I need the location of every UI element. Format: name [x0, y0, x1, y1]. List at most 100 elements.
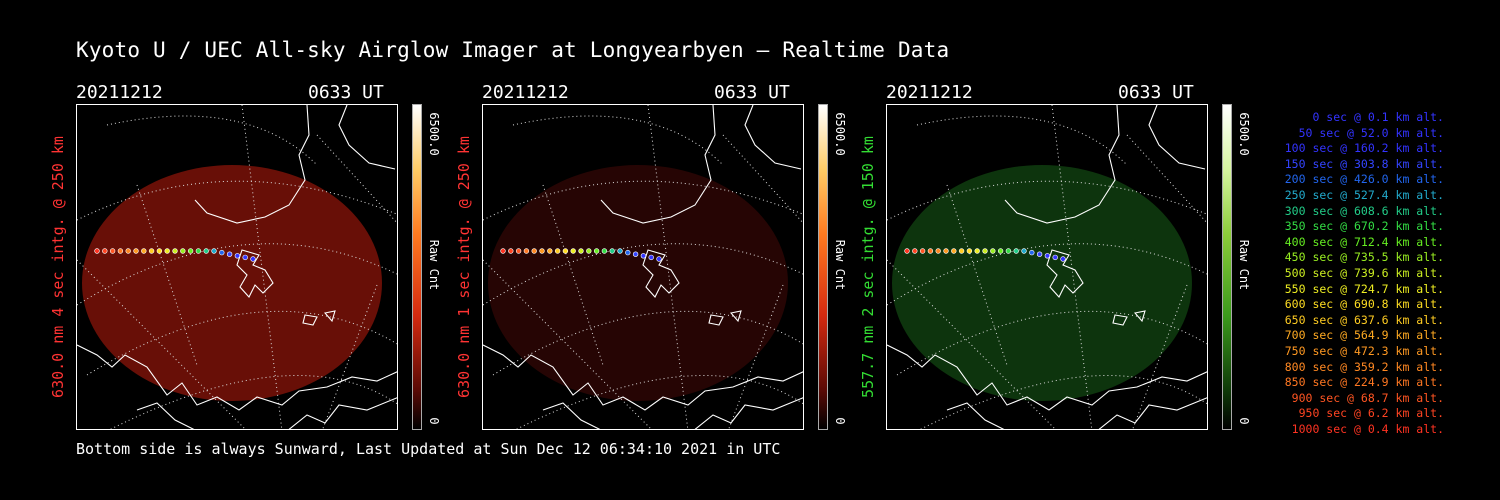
legend-item: 700 sec @ 564.9 km alt.	[1284, 328, 1444, 343]
legend-item: 0 sec @ 0.1 km alt.	[1312, 110, 1444, 124]
trajectory-point	[958, 248, 965, 254]
legend-item: 50 sec @ 52.0 km alt.	[1298, 125, 1444, 140]
trajectory-point	[148, 248, 155, 254]
trajectory-point	[226, 251, 233, 257]
map-canvas	[887, 105, 1207, 429]
legend-item: 150 sec @ 303.8 km alt.	[1284, 156, 1444, 171]
legend-item: 900 sec @ 68.7 km alt.	[1291, 390, 1444, 405]
trajectory-point	[593, 248, 600, 254]
coastline	[1148, 105, 1206, 170]
allsky-map	[886, 104, 1208, 430]
colorbar-unit: Raw Cnt	[833, 239, 847, 291]
panel-date: 20211212	[482, 82, 569, 103]
panel-wavelength-label: 557.7 nm 2 sec intg. @ 150 km	[859, 136, 877, 398]
colorbar-min: 0	[427, 417, 441, 425]
trajectory-point	[195, 248, 202, 254]
coastline	[77, 344, 397, 411]
grid-line	[86, 310, 397, 376]
coastlines	[887, 105, 1207, 429]
grid-line	[512, 115, 724, 166]
grid-line	[1126, 134, 1207, 224]
panel-wavelength-label: 630.0 nm 1 sec intg. @ 250 km	[455, 136, 473, 398]
trajectory-point	[547, 248, 553, 254]
trajectory-point	[109, 248, 116, 254]
coastline	[288, 397, 397, 429]
image-panel: 20211212 0633 UT 630.0 nm 1 sec intg. @ …	[455, 80, 932, 430]
trajectory-point	[156, 248, 163, 254]
trajectory-point	[570, 248, 576, 254]
trajectory-point	[982, 248, 988, 254]
image-panel: 20211212 0633 UT 630.0 nm 4 sec intg. @ …	[49, 80, 526, 430]
trajectory-point	[562, 248, 569, 254]
trajectory-point	[1013, 248, 1019, 254]
legend-item: 250 sec @ 527.4 km alt.	[1284, 187, 1444, 202]
grid-line	[77, 259, 246, 429]
trajectory-point	[164, 248, 170, 254]
legend-item: 650 sec @ 637.6 km alt.	[1284, 312, 1444, 327]
trajectory-point	[648, 254, 654, 261]
trajectory-point	[500, 248, 506, 254]
coastline	[946, 402, 1005, 429]
trajectory-point	[1052, 254, 1058, 261]
coastline	[236, 249, 274, 298]
trajectory-point	[219, 249, 225, 256]
grid-line	[515, 375, 803, 429]
trajectory-point	[508, 248, 514, 254]
trajectory	[94, 248, 256, 262]
grid-line	[887, 259, 1056, 429]
trajectory-point	[141, 248, 147, 254]
airglow-field	[488, 165, 788, 401]
grid-line	[896, 310, 1207, 376]
coastline	[642, 249, 680, 298]
trajectory-point	[997, 248, 1004, 254]
trajectory-point	[180, 248, 186, 254]
trajectory-point	[117, 248, 124, 254]
legend-item: 500 sec @ 739.6 km alt.	[1284, 265, 1444, 280]
coastline	[302, 310, 336, 326]
trajectory-point	[951, 248, 957, 254]
coastline	[708, 310, 742, 326]
grid-line	[483, 259, 652, 429]
panel-date: 20211212	[886, 82, 973, 103]
coastline	[542, 402, 601, 429]
coastline	[338, 105, 396, 170]
trajectory-point	[935, 248, 941, 254]
lat-lon-grid	[887, 105, 1207, 429]
airglow-field	[82, 165, 382, 401]
trajectory-point	[203, 248, 209, 254]
trajectory-point	[1029, 249, 1035, 256]
coastlines	[483, 105, 803, 429]
airglow-field	[892, 165, 1192, 401]
grid-line	[109, 375, 397, 429]
trajectory-point	[632, 251, 639, 257]
coastline	[194, 105, 310, 224]
coastline	[1098, 397, 1207, 429]
trajectory-point	[974, 248, 980, 254]
map-canvas	[77, 105, 397, 429]
trajectory-point	[133, 248, 139, 254]
trajectory-point	[640, 253, 647, 259]
trajectory-point	[531, 248, 537, 254]
trajectory-point	[211, 248, 217, 254]
colorbar-max: 6500.0	[833, 112, 847, 156]
trajectory-point	[966, 248, 973, 254]
colorbar-max: 6500.0	[427, 112, 441, 156]
colorbar-min: 0	[833, 417, 847, 425]
legend-item: 750 sec @ 472.3 km alt.	[1284, 343, 1444, 358]
trajectory-point	[102, 248, 108, 254]
colorbar-unit: Raw Cnt	[1237, 239, 1251, 291]
trajectory-point	[912, 248, 918, 254]
grid-line	[919, 375, 1207, 429]
trajectory-point	[234, 253, 241, 259]
legend-item: 1000 sec @ 0.4 km alt.	[1291, 421, 1444, 436]
trajectory-legend: 0 sec @ 0.1 km alt. 50 sec @ 52.0 km alt…	[1262, 110, 1444, 437]
trajectory-point	[601, 248, 608, 254]
trajectory-point	[1021, 248, 1027, 254]
trajectory-point	[617, 248, 623, 254]
panel-date: 20211212	[76, 82, 163, 103]
panel-wavelength-label: 630.0 nm 4 sec intg. @ 250 km	[49, 136, 67, 398]
coastlines	[77, 105, 397, 429]
legend-item: 400 sec @ 712.4 km alt.	[1284, 234, 1444, 249]
coastline	[600, 105, 716, 224]
legend-item: 200 sec @ 426.0 km alt.	[1284, 172, 1444, 187]
